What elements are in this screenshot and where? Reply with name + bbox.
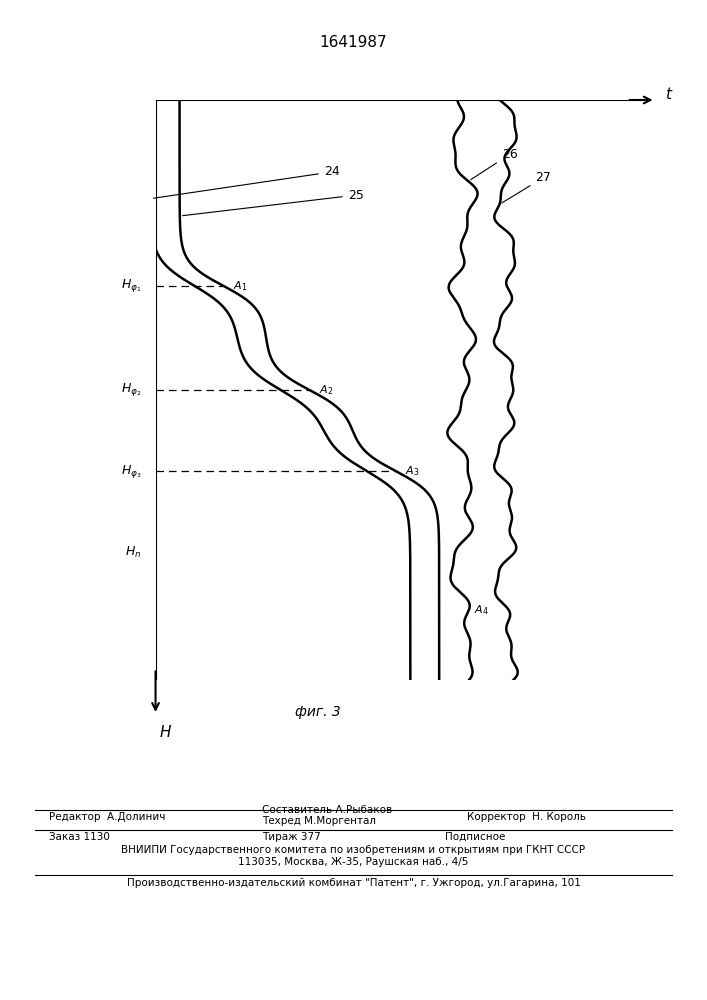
Text: 1641987: 1641987 bbox=[320, 35, 387, 50]
Text: H: H bbox=[159, 725, 171, 740]
Text: Корректор  Н. Король: Корректор Н. Король bbox=[467, 812, 585, 822]
Text: $A_1$: $A_1$ bbox=[233, 279, 247, 292]
Text: $H_{\varphi_1}$: $H_{\varphi_1}$ bbox=[121, 277, 141, 294]
Text: фиг. 3: фиг. 3 bbox=[296, 705, 341, 719]
Text: $A_4$: $A_4$ bbox=[474, 604, 489, 617]
Text: Тираж 377: Тираж 377 bbox=[262, 832, 320, 842]
Text: 113035, Москва, Ж-35, Раушская наб., 4/5: 113035, Москва, Ж-35, Раушская наб., 4/5 bbox=[238, 857, 469, 867]
Text: 27: 27 bbox=[502, 171, 551, 203]
Text: Заказ 1130: Заказ 1130 bbox=[49, 832, 110, 842]
Text: $A_2$: $A_2$ bbox=[319, 383, 333, 397]
Text: Подписное: Подписное bbox=[445, 832, 506, 842]
Text: ВНИИПИ Государственного комитета по изобретениям и открытиям при ГКНТ СССР: ВНИИПИ Государственного комитета по изоб… bbox=[122, 845, 585, 855]
Text: $A_3$: $A_3$ bbox=[405, 464, 420, 478]
Text: Составитель А.Рыбаков: Составитель А.Рыбаков bbox=[262, 805, 392, 815]
Text: 24: 24 bbox=[153, 165, 339, 198]
Text: Техред М.Моргентал: Техред М.Моргентал bbox=[262, 816, 375, 826]
Text: t: t bbox=[665, 87, 671, 102]
Text: Редактор  А.Долинич: Редактор А.Долинич bbox=[49, 812, 166, 822]
Text: Производственно-издательский комбинат "Патент", г. Ужгород, ул.Гагарина, 101: Производственно-издательский комбинат "П… bbox=[127, 878, 580, 888]
Text: 25: 25 bbox=[182, 189, 363, 216]
Text: $H_{\varphi_3}$: $H_{\varphi_3}$ bbox=[121, 463, 141, 480]
Text: $H_n$: $H_n$ bbox=[124, 545, 141, 560]
Text: $H_{\varphi_2}$: $H_{\varphi_2}$ bbox=[121, 381, 141, 398]
Text: 26: 26 bbox=[471, 148, 518, 180]
